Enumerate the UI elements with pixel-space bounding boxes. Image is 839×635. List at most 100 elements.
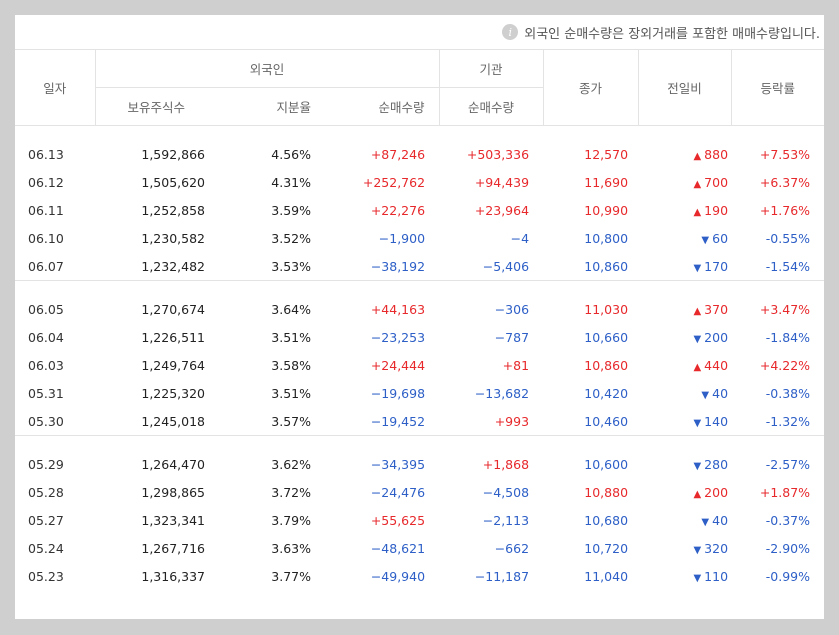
triangle-down-icon: ▼ [693, 333, 702, 345]
change-value: 40 [712, 385, 729, 401]
foreign-net-cell: −1,900 [378, 230, 426, 246]
change-cell: ▲ 440 [638, 351, 731, 379]
date-cell: 06.11 [28, 202, 64, 218]
change-value: 200 [704, 329, 729, 345]
foreign-net-cell: +24,444 [370, 357, 426, 373]
holdings-cell: 1,264,470 [141, 456, 205, 472]
triangle-up-icon: ▲ [693, 150, 702, 162]
change-cell: ▼ 140 [638, 407, 731, 436]
change-value: 110 [704, 568, 729, 584]
close-cell: 11,030 [584, 301, 629, 317]
foreign-net-cell: +55,625 [370, 512, 426, 528]
foreign-net-cell: −19,698 [370, 385, 426, 401]
date-cell: 06.07 [28, 258, 64, 274]
holdings-cell: 1,298,865 [141, 484, 205, 500]
close-cell: 10,800 [584, 230, 629, 246]
header-foreign: 외국인 [94, 49, 440, 88]
date-cell: 06.05 [28, 301, 64, 317]
change-cell: ▼ 40 [638, 506, 731, 534]
foreign-net-cell: −23,253 [370, 329, 426, 345]
table-row: 05.29 1,264,470 3.62% −34,395 +1,868 10,600 ▼ 2… [15, 450, 824, 478]
change-cell: ▲ 370 [638, 295, 731, 323]
rate-cell: -0.37% [765, 512, 811, 528]
triangle-up-icon: ▲ [693, 361, 702, 373]
table-row: 05.28 1,298,865 3.72% −24,476 −4,508 10,880 ▲ 2… [15, 478, 824, 506]
share-cell: 3.63% [271, 540, 311, 556]
change-cell: ▲ 190 [638, 196, 731, 224]
group-divider [15, 280, 824, 295]
table-spacer [15, 126, 824, 141]
foreign-net-cell: −48,621 [370, 540, 426, 556]
notice-text: 외국인 순매수량은 장외거래를 포함한 매매수량입니다. [524, 26, 820, 42]
share-cell: 3.53% [271, 258, 311, 274]
share-cell: 3.77% [271, 568, 311, 584]
change-value: 40 [712, 512, 729, 528]
notice-bar: i 외국인 순매수량은 장외거래를 포함한 매매수량입니다. [15, 15, 824, 49]
table-row: 05.31 1,225,320 3.51% −19,698 −13,682 10,420 ▼… [15, 379, 824, 407]
rate-cell: -1.84% [765, 329, 811, 345]
close-cell: 10,680 [584, 512, 629, 528]
table-row: 06.13 1,592,866 4.56% +87,246 +503,336 12,570… [15, 140, 824, 168]
header-share: 지분율 [217, 87, 325, 126]
inst-net-cell: −662 [494, 540, 530, 556]
share-cell: 3.72% [271, 484, 311, 500]
rate-cell: +3.47% [759, 301, 811, 317]
inst-net-cell: +94,439 [474, 174, 530, 190]
inst-net-cell: +23,964 [474, 202, 530, 218]
foreign-net-cell: +252,762 [362, 174, 426, 190]
date-cell: 05.28 [28, 484, 64, 500]
trading-table: 일자 외국인 기관 종가 전일비 등락률 보유주식수 지분율 순매수량 순매수량… [15, 49, 824, 590]
table-row: 06.07 1,232,482 3.53% −38,192 −5,406 10,860 ▼ 1… [15, 252, 824, 281]
triangle-down-icon: ▼ [693, 544, 702, 556]
foreign-net-cell: −34,395 [370, 456, 426, 472]
table-row: 06.05 1,270,674 3.64% +44,163 −306 11,030 ▲ 370… [15, 295, 824, 323]
foreign-net-cell: +44,163 [370, 301, 426, 317]
triangle-up-icon: ▲ [693, 305, 702, 317]
inst-net-cell: +503,336 [466, 146, 530, 162]
header-date: 일자 [15, 49, 95, 126]
date-cell: 05.29 [28, 456, 64, 472]
rate-cell: -0.55% [765, 230, 811, 246]
rate-cell: +4.22% [759, 357, 811, 373]
triangle-down-icon: ▼ [701, 234, 710, 246]
close-cell: 10,600 [584, 456, 629, 472]
foreign-net-cell: −24,476 [370, 484, 426, 500]
change-cell: ▼ 280 [638, 450, 731, 478]
close-cell: 10,990 [584, 202, 629, 218]
holdings-cell: 1,232,482 [141, 258, 205, 274]
table-row: 06.12 1,505,620 4.31% +252,762 +94,439 11,690… [15, 168, 824, 196]
close-cell: 10,880 [584, 484, 629, 500]
inst-net-cell: +81 [502, 357, 530, 373]
inst-net-cell: −306 [494, 301, 530, 317]
inst-net-cell: −11,187 [474, 568, 530, 584]
foreign-net-cell: +87,246 [370, 146, 426, 162]
foreign-net-cell: −19,452 [370, 413, 426, 429]
share-cell: 4.56% [271, 146, 311, 162]
holdings-cell: 1,505,620 [141, 174, 205, 190]
share-cell: 3.51% [271, 329, 311, 345]
change-cell: ▲ 700 [638, 168, 731, 196]
date-cell: 05.31 [28, 385, 64, 401]
triangle-down-icon: ▼ [701, 516, 710, 528]
holdings-cell: 1,592,866 [141, 146, 205, 162]
change-cell: ▲ 200 [638, 478, 731, 506]
table-body: 06.13 1,592,866 4.56% +87,246 +503,336 12,570… [15, 126, 824, 591]
close-cell: 10,720 [584, 540, 629, 556]
change-value: 170 [704, 258, 729, 274]
change-cell: ▼ 320 [638, 534, 731, 562]
holdings-cell: 1,225,320 [141, 385, 205, 401]
close-cell: 10,860 [584, 357, 629, 373]
holdings-cell: 1,316,337 [141, 568, 205, 584]
holdings-cell: 1,252,858 [141, 202, 205, 218]
rate-cell: +6.37% [759, 174, 811, 190]
foreign-net-cell: +22,276 [370, 202, 426, 218]
share-cell: 3.59% [271, 202, 311, 218]
triangle-down-icon: ▼ [693, 417, 702, 429]
holdings-cell: 1,270,674 [141, 301, 205, 317]
rate-cell: +7.53% [759, 146, 811, 162]
foreign-net-cell: −49,940 [370, 568, 426, 584]
date-cell: 06.03 [28, 357, 64, 373]
table-row: 06.03 1,249,764 3.58% +24,444 +81 10,860 ▲ 440 +… [15, 351, 824, 379]
inst-net-cell: −787 [494, 329, 530, 345]
inst-net-cell: −2,113 [482, 512, 530, 528]
